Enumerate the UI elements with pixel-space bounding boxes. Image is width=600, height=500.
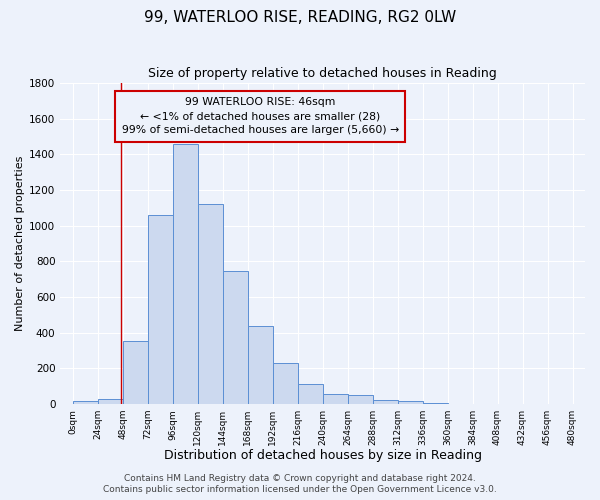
X-axis label: Distribution of detached houses by size in Reading: Distribution of detached houses by size …	[164, 450, 482, 462]
Bar	[198, 204, 223, 404]
Bar	[272, 363, 298, 404]
Y-axis label: Number of detached properties: Number of detached properties	[15, 156, 25, 332]
Bar	[123, 341, 148, 404]
Bar	[422, 403, 448, 404]
Text: 99 WATERLOO RISE: 46sqm
← <1% of detached houses are smaller (28)
99% of semi-de: 99 WATERLOO RISE: 46sqm ← <1% of detache…	[122, 98, 399, 136]
Bar	[347, 395, 373, 404]
Bar	[173, 144, 198, 404]
Bar	[223, 271, 248, 404]
Text: Contains HM Land Registry data © Crown copyright and database right 2024.
Contai: Contains HM Land Registry data © Crown c…	[103, 474, 497, 494]
Bar	[398, 402, 422, 404]
Title: Size of property relative to detached houses in Reading: Size of property relative to detached ho…	[148, 68, 497, 80]
Bar	[148, 215, 173, 404]
Bar	[98, 399, 123, 404]
Bar	[73, 402, 98, 404]
Bar	[248, 326, 272, 404]
Text: 99, WATERLOO RISE, READING, RG2 0LW: 99, WATERLOO RISE, READING, RG2 0LW	[144, 10, 456, 25]
Bar	[373, 400, 398, 404]
Bar	[323, 394, 347, 404]
Bar	[298, 384, 323, 404]
